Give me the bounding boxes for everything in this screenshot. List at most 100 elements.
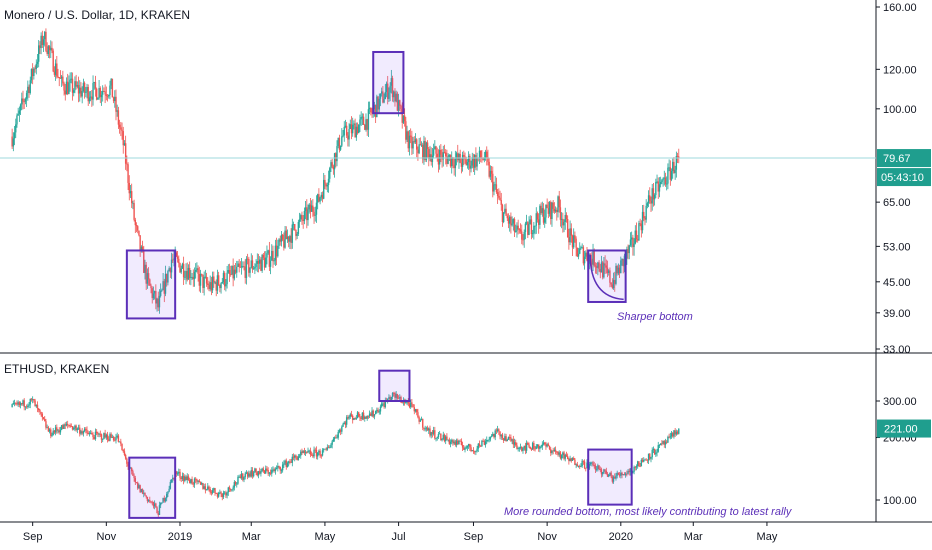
candle-body (251, 470, 254, 477)
candle-body (92, 434, 94, 438)
candle-body (663, 440, 665, 445)
candle-body (573, 235, 575, 248)
candle-body (333, 437, 336, 439)
candle-body (452, 157, 454, 165)
candle-body (611, 284, 614, 289)
candle-body (347, 135, 349, 140)
candle-body (595, 468, 598, 470)
candle-body (582, 247, 585, 264)
candle-body (618, 474, 621, 476)
candle-body (337, 431, 339, 438)
candle-body (568, 237, 570, 243)
candle-body (664, 441, 667, 445)
candle-body (157, 298, 159, 308)
candle-body (534, 448, 536, 450)
candle-body (360, 117, 362, 120)
y-tick-label: 45.00 (883, 277, 911, 289)
candle-body (442, 434, 444, 439)
candle-body (533, 442, 535, 449)
candle-body (593, 250, 595, 266)
candle-body (173, 477, 175, 480)
candle-body (429, 154, 431, 159)
candle-body (195, 270, 197, 272)
candle-body (583, 461, 586, 468)
candle-body (505, 436, 507, 442)
candle-body (377, 96, 379, 110)
y-tick-label: 33.00 (883, 344, 911, 356)
candle-body (278, 239, 280, 246)
candle-body (675, 155, 678, 170)
candle-body (35, 404, 37, 407)
candle-body (656, 451, 658, 453)
candle-body (637, 461, 639, 467)
candle-body (166, 493, 168, 499)
candle-body (510, 216, 512, 226)
candle-body (385, 83, 388, 92)
candle-body (646, 203, 649, 206)
candle-body (524, 223, 527, 233)
candle-body (603, 469, 605, 473)
candle-body (195, 478, 197, 480)
candle-body (560, 218, 563, 220)
candle-body (350, 414, 353, 416)
candle-body (22, 98, 24, 102)
candle-body (291, 456, 294, 463)
candle-body (16, 403, 18, 405)
candle-body (46, 50, 48, 54)
candle-body (676, 431, 679, 434)
candle-body (361, 116, 364, 118)
candle-body (307, 209, 309, 221)
candle-body (498, 429, 500, 432)
candle-body (393, 91, 395, 98)
candle-body (60, 425, 63, 430)
candle-body (353, 123, 355, 125)
candle-body (586, 462, 588, 469)
candle-body (347, 417, 349, 419)
candle-body (56, 63, 58, 77)
candle-body (309, 450, 312, 455)
candle-body (635, 466, 638, 468)
candle-body (337, 137, 339, 147)
candle-body (44, 31, 46, 40)
candle-body (377, 409, 379, 413)
candle-body (279, 239, 281, 242)
candle-body (249, 473, 251, 477)
candle-body (187, 267, 190, 280)
candle-body (585, 467, 587, 469)
candle-body (646, 459, 649, 461)
candle-body (599, 469, 601, 470)
annotation-box (587, 448, 633, 506)
candle-body (448, 154, 451, 158)
y-tick-label: 53.00 (883, 241, 911, 253)
y-tick-label: 65.00 (883, 197, 911, 209)
candle-body (52, 50, 54, 72)
annotation-box (378, 369, 411, 403)
candle-body (569, 228, 571, 243)
candle-body (138, 230, 140, 236)
candle-body (365, 119, 367, 130)
candle-body (274, 245, 277, 261)
candle-body (169, 481, 172, 489)
candle-body (54, 427, 57, 433)
candle-body (312, 205, 314, 212)
candle-body (518, 229, 521, 231)
candle-body (204, 276, 207, 278)
candle-body (461, 154, 464, 167)
candle-body (31, 68, 34, 77)
candle-body (342, 135, 344, 137)
candle-body (670, 433, 673, 437)
candle-body (77, 85, 80, 94)
candle-body (446, 436, 448, 440)
candle-body (286, 236, 289, 240)
candle-body (274, 468, 277, 471)
candle-body (163, 281, 165, 294)
candle-body (29, 398, 31, 405)
candle-body (551, 202, 553, 220)
candle-body (277, 245, 279, 257)
candle-body (355, 126, 358, 138)
candle-body (531, 233, 534, 235)
candle-body (338, 430, 341, 432)
candle-body (511, 223, 513, 226)
candle-body (164, 498, 167, 502)
